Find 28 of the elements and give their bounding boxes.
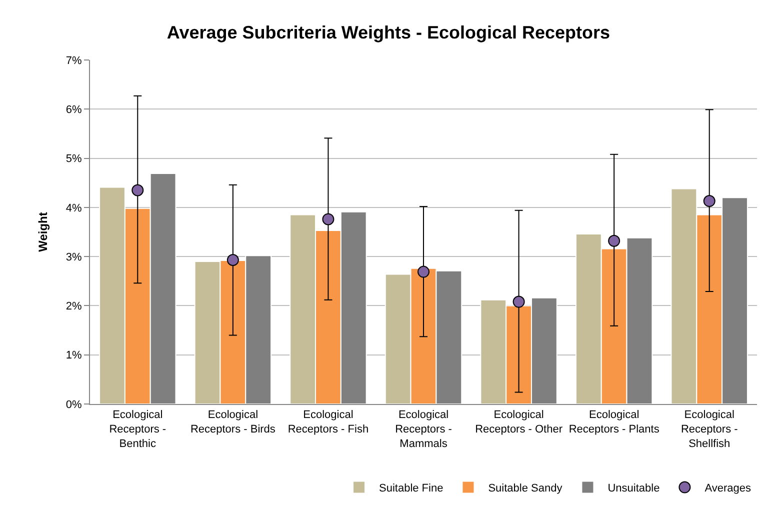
x-tick-label: Ecological Receptors - Fish bbox=[288, 409, 369, 436]
y-tick-label: 5% bbox=[66, 153, 82, 166]
legend-label: Unsuitable bbox=[608, 482, 660, 495]
y-axis-title: Weight bbox=[36, 212, 50, 252]
point bbox=[703, 195, 716, 208]
y-tick-label: 0% bbox=[66, 398, 82, 411]
legend-label: Averages bbox=[704, 482, 752, 495]
x-tick-label: Ecological Receptors - Other bbox=[475, 409, 563, 436]
x-tick-label: Ecological Receptors - Benthic bbox=[109, 409, 166, 450]
y-tick-label: 6% bbox=[66, 104, 82, 116]
x-tick-label: Ecological Receptors - Birds bbox=[190, 409, 276, 436]
point bbox=[608, 234, 620, 247]
point bbox=[226, 254, 239, 266]
y-tick-label: 4% bbox=[66, 202, 82, 214]
y-tick-label: 7% bbox=[66, 54, 82, 67]
point bbox=[322, 213, 334, 226]
y-tick-label: 3% bbox=[66, 251, 82, 264]
point bbox=[132, 184, 144, 196]
legend-label: Suitable Sandy bbox=[488, 482, 563, 495]
x-tick-label: Ecological Receptors - Shellfish bbox=[680, 409, 738, 450]
y-tick-label: 2% bbox=[66, 300, 82, 313]
chart-title: Average Subcriteria Weights - Ecological Receptors bbox=[166, 22, 610, 42]
x-tick-label: Ecological Receptors - Mammals bbox=[395, 409, 452, 450]
x-tick-label: Ecological Receptors - Plants bbox=[568, 409, 660, 436]
point bbox=[512, 296, 525, 308]
point bbox=[418, 266, 430, 278]
y-tick-label: 1% bbox=[66, 350, 82, 362]
legend-label: Suitable Fine bbox=[379, 482, 444, 495]
